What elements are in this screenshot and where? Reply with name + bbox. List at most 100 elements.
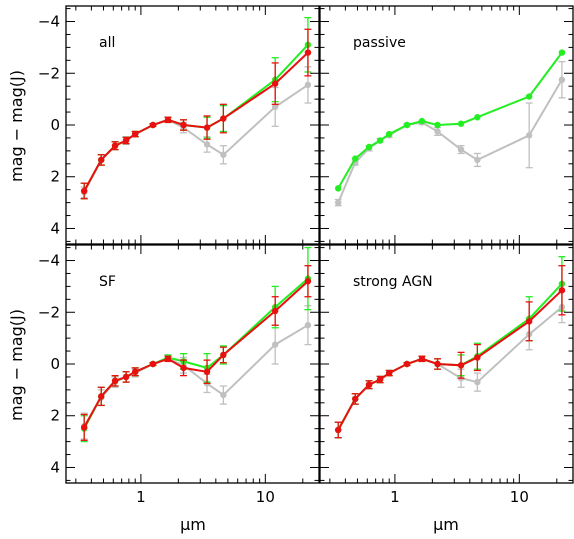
y-axis-label-top: mag − mag(J) (7, 70, 26, 182)
y-tick-label: −2 (38, 303, 60, 321)
series-red (80, 265, 312, 441)
data-point (457, 362, 465, 369)
y-tick-label: −2 (38, 64, 60, 82)
data-point (334, 426, 342, 434)
panel-title: strong AGN (353, 274, 433, 290)
data-point (122, 137, 130, 144)
data-point (386, 369, 393, 377)
data-point (164, 355, 172, 363)
data-point (558, 49, 566, 56)
series-line (83, 51, 309, 192)
data-point (203, 124, 211, 131)
series-red (334, 265, 566, 439)
data-point (525, 93, 533, 100)
y-tick-label: −4 (38, 252, 60, 270)
data-point (164, 116, 172, 124)
data-point (365, 143, 373, 151)
series-line (83, 84, 309, 193)
data-point (457, 120, 465, 127)
data-point (474, 354, 481, 361)
data-point (220, 115, 227, 122)
data-point (474, 114, 481, 121)
data-point (111, 377, 119, 385)
data-point (334, 199, 342, 206)
x-tick-label: 10 (510, 488, 529, 506)
data-point (271, 341, 279, 348)
x-tick-label: 10 (256, 488, 275, 506)
series-line (337, 289, 563, 431)
panel-title: SF (99, 274, 116, 290)
data-point (558, 287, 566, 294)
data-point (304, 278, 312, 285)
data-point (220, 391, 227, 399)
data-point (418, 355, 426, 363)
y-tick-label: 4 (50, 458, 60, 476)
y-tick-label: 2 (50, 168, 60, 186)
data-point (457, 146, 465, 153)
data-point (434, 360, 441, 368)
panels-group: 4 2 0 −2 −4 all passive 4 2 0 −2 −4 1 10 SF 1 10 strong A… (38, 5, 574, 506)
series-gray (334, 60, 566, 207)
data-point (334, 185, 342, 192)
panel-passive: passive (319, 5, 574, 245)
data-point (203, 141, 211, 148)
x-axis-label-left: μm (180, 515, 206, 534)
data-point (403, 360, 411, 368)
data-point (98, 393, 105, 400)
data-point (434, 121, 441, 129)
data-point (352, 155, 359, 162)
y-tick-label: 0 (50, 116, 60, 134)
y-tick-label: 2 (50, 407, 60, 425)
data-point (474, 156, 481, 164)
data-point (365, 381, 373, 388)
data-point (122, 373, 130, 381)
y-tick-label: 0 (50, 355, 60, 373)
data-point (386, 130, 393, 138)
data-point (132, 130, 139, 138)
series-group (334, 49, 566, 207)
data-point (376, 137, 384, 144)
data-point (474, 378, 481, 386)
series-gray (80, 66, 312, 199)
y-axis-label-bottom: mag − mag(J) (7, 309, 26, 421)
series-red (80, 28, 312, 200)
data-point (304, 81, 312, 89)
data-point (525, 132, 533, 139)
data-point (220, 151, 227, 158)
series-group (334, 255, 566, 439)
series-group (80, 16, 312, 200)
y-tick-label: −4 (38, 13, 60, 31)
data-point (203, 368, 211, 375)
data-point (149, 360, 157, 368)
panel-strong-agn: 1 10 strong AGN (319, 244, 574, 506)
data-point (180, 121, 187, 129)
data-point (98, 156, 105, 164)
data-point (111, 142, 119, 149)
data-point (271, 80, 279, 87)
series-line (337, 306, 563, 431)
panel-sf: 4 2 0 −2 −4 1 10 SF (38, 244, 320, 506)
panel-title: passive (353, 35, 406, 51)
data-point (352, 395, 359, 403)
data-point (80, 187, 88, 195)
data-point (80, 424, 88, 431)
panel-all: 4 2 0 −2 −4 all (38, 5, 320, 245)
series-group (80, 246, 312, 443)
data-point (132, 368, 139, 375)
data-point (403, 121, 411, 129)
x-tick-label: 1 (136, 488, 146, 506)
data-point (180, 364, 187, 372)
y-tick-label: 4 (50, 219, 60, 237)
x-axis-label-right: μm (433, 515, 459, 534)
data-point (304, 49, 312, 56)
x-tick-label: 1 (390, 488, 400, 506)
series-line (83, 280, 309, 428)
data-point (271, 103, 279, 111)
data-point (271, 307, 279, 315)
series-green (334, 49, 566, 192)
data-point (376, 376, 384, 383)
data-point (418, 117, 426, 125)
series-line (337, 283, 563, 431)
data-point (558, 76, 566, 83)
